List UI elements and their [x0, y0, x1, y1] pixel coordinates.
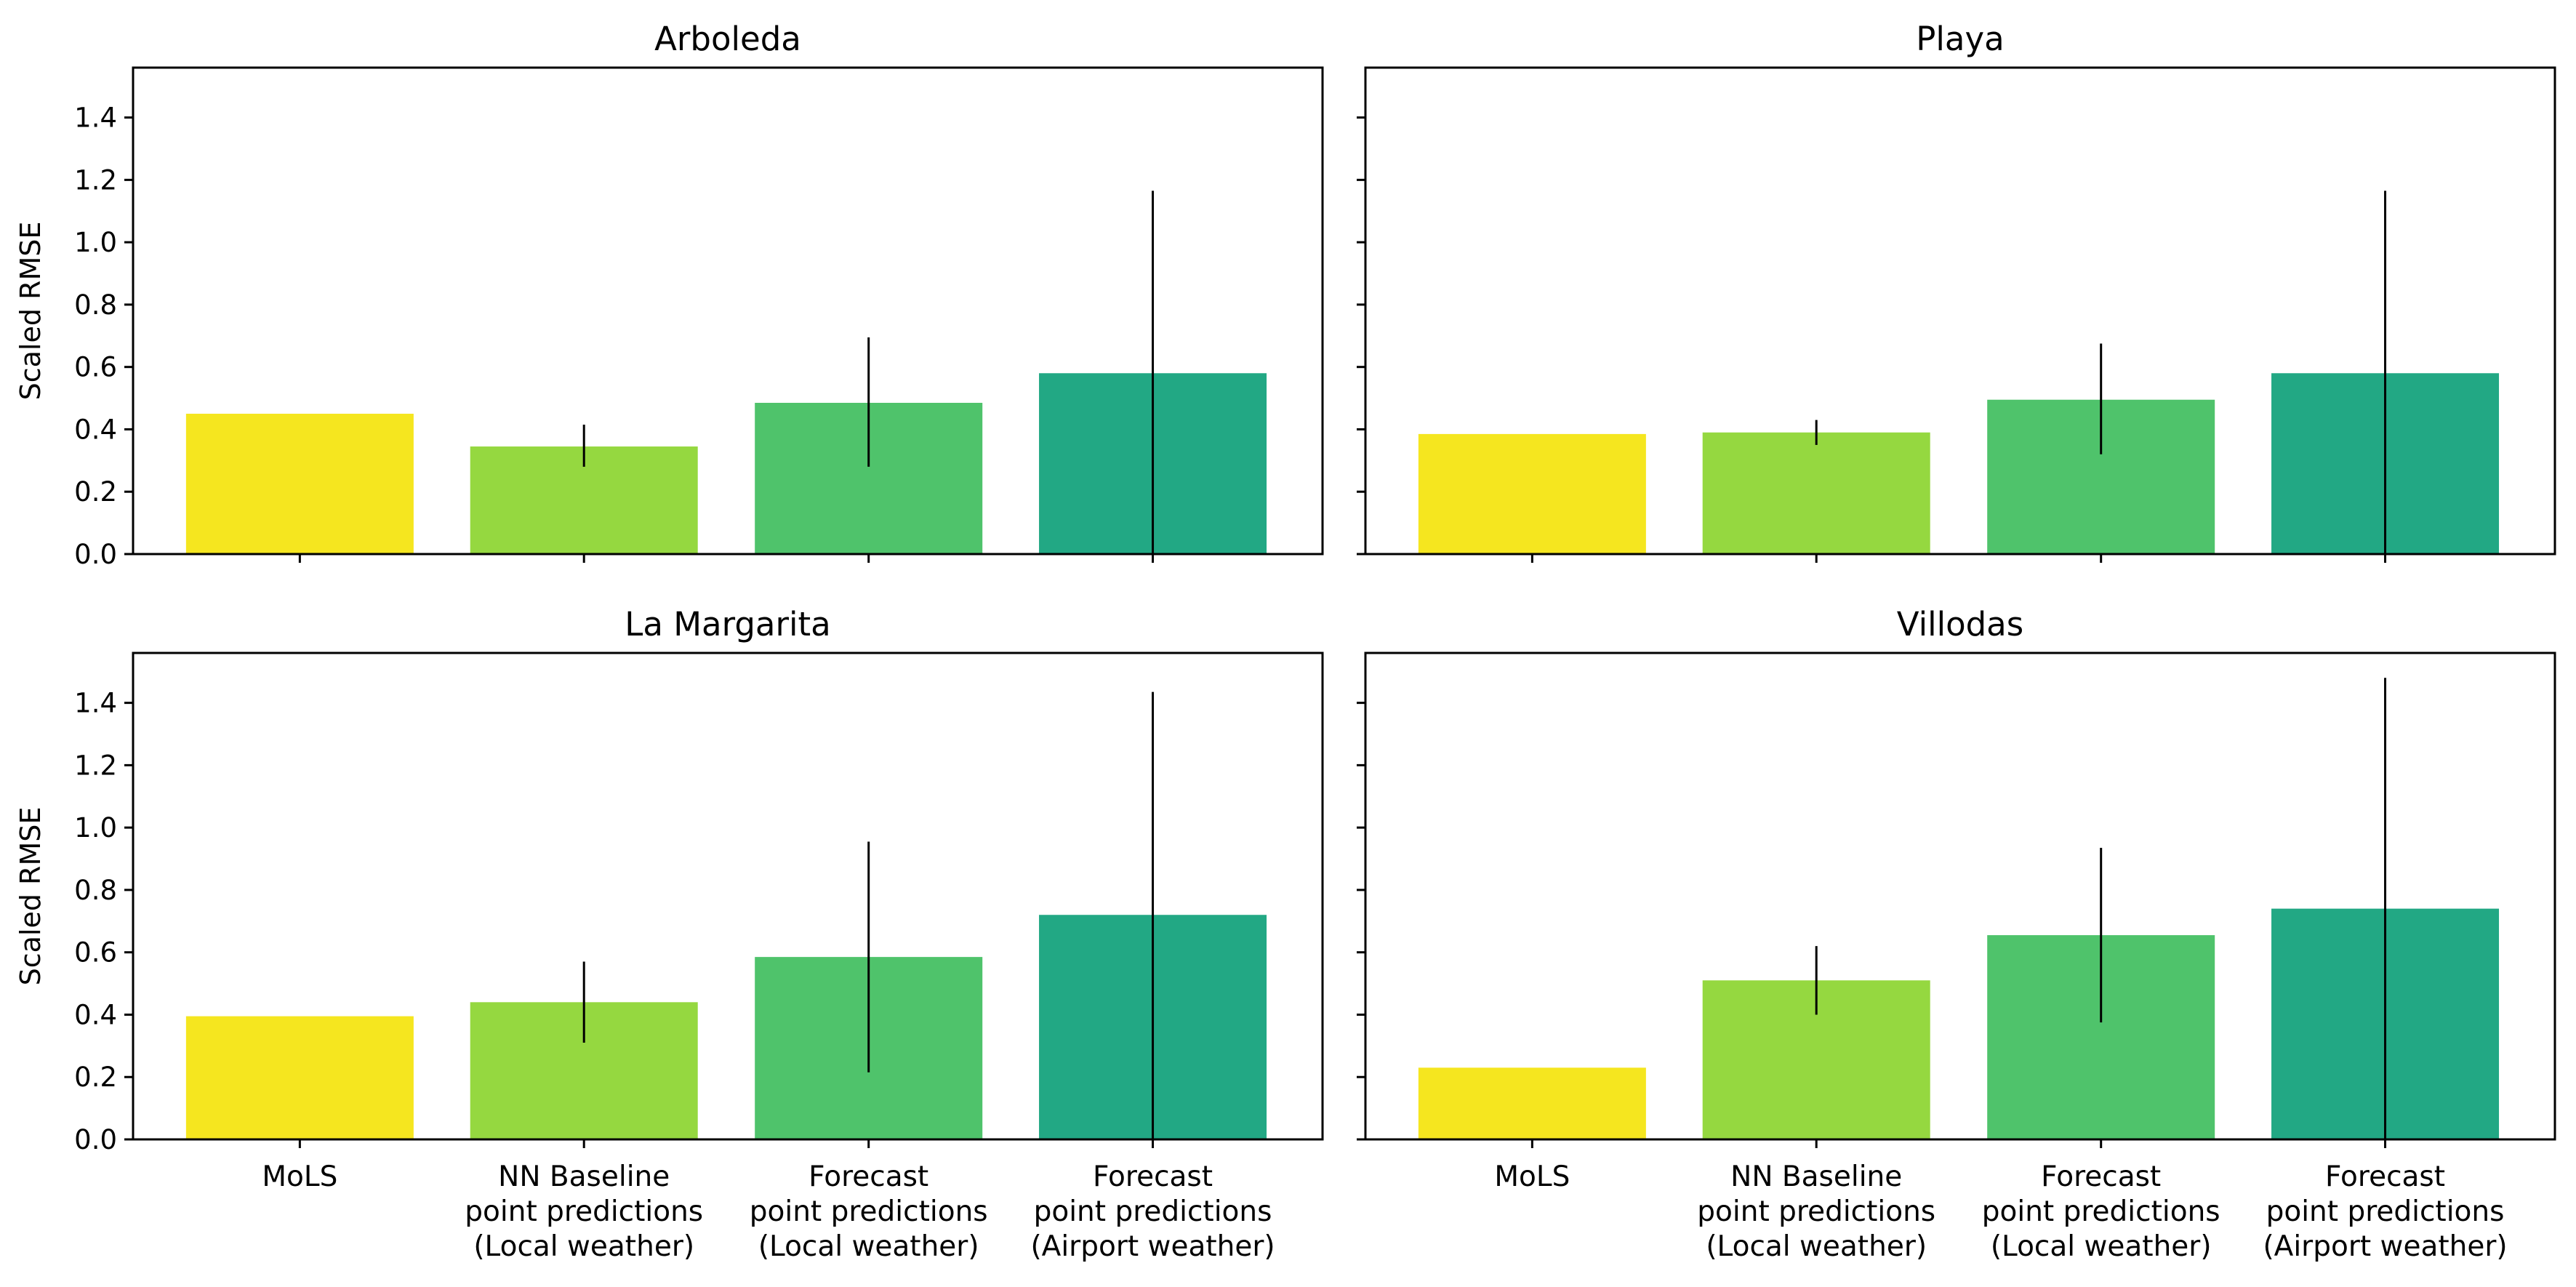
- x-tick-label: NN Baseline point predictions (Local weath…: [1697, 1160, 1935, 1263]
- y-tick-label: 1.4: [74, 103, 117, 134]
- y-tick-label: 0.4: [74, 999, 117, 1030]
- axes-frame: [1364, 651, 2556, 1141]
- x-tick-label: MoLS: [1494, 1160, 1570, 1193]
- axes-frame: [132, 66, 1324, 556]
- panel-title: Arboleda: [654, 20, 801, 58]
- y-tick-label: 0.8: [74, 289, 117, 321]
- y-tick-label: 1.0: [74, 227, 117, 258]
- bar: [185, 1016, 414, 1139]
- y-tick-label: 0.2: [74, 1062, 117, 1093]
- y-tick-label: 0.0: [74, 539, 117, 570]
- panel-0: 0.0 0.2 0.4 0.6 0.8 1.0 1.2 1.4 Arboleda Scaled R…: [15, 20, 1324, 570]
- y-tick-label: 1.2: [74, 750, 117, 781]
- bar: [185, 414, 414, 554]
- panel-title: La Margarita: [625, 605, 830, 644]
- y-tick-label: 0.6: [74, 937, 117, 969]
- y-tick-label: 1.2: [74, 164, 117, 196]
- y-tick-label: 1.0: [74, 812, 117, 843]
- panel-1: Playa: [1357, 20, 2556, 563]
- panel-3: MoLS NN Baseline point predictions (Local w…: [1357, 605, 2556, 1263]
- panel-2: 0.0 0.2 0.4 0.6 0.8 1.0 1.2 1.4 MoLS NN Baseline p…: [15, 605, 1324, 1263]
- axes-frame: [132, 651, 1324, 1141]
- y-axis-label: Scaled RMSE: [15, 222, 47, 401]
- x-tick-label: NN Baseline point predictions (Local weath…: [465, 1160, 703, 1263]
- x-tick-label: Forecast point predictions (Airport weathe…: [2263, 1160, 2507, 1263]
- y-tick-label: 0.0: [74, 1124, 117, 1155]
- y-tick-label: 0.6: [74, 352, 117, 383]
- y-tick-label: 1.4: [74, 688, 117, 719]
- axes-frame: [1364, 66, 2556, 556]
- panel-title: Villodas: [1897, 605, 2023, 644]
- bar: [1702, 432, 1930, 554]
- y-tick-label: 0.4: [74, 414, 117, 445]
- y-tick-label: 0.2: [74, 476, 117, 508]
- bar: [1418, 1067, 1646, 1139]
- x-tick-label: Forecast point predictions (Airport weathe…: [1030, 1160, 1275, 1263]
- panel-title: Playa: [1916, 20, 2004, 58]
- y-axis-label: Scaled RMSE: [15, 807, 47, 986]
- x-tick-label: Forecast point predictions (Local weather): [750, 1160, 988, 1263]
- x-tick-label: Forecast point predictions (Local weather): [1982, 1160, 2220, 1263]
- bar: [1418, 433, 1646, 554]
- y-tick-label: 0.8: [74, 875, 117, 906]
- x-tick-label: MoLS: [262, 1160, 337, 1193]
